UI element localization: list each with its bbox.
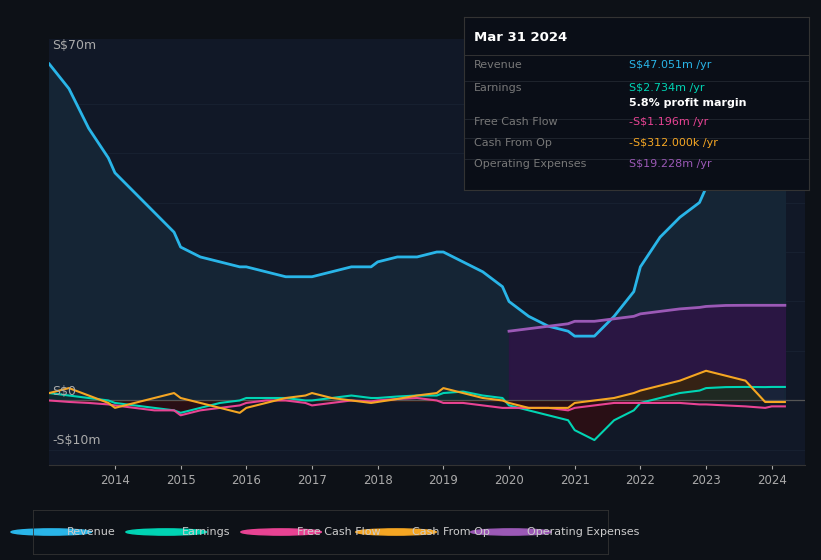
Text: Earnings: Earnings — [475, 83, 523, 93]
Text: Earnings: Earnings — [182, 527, 231, 537]
Text: Revenue: Revenue — [475, 60, 523, 70]
Text: Operating Expenses: Operating Expenses — [527, 527, 640, 537]
Circle shape — [241, 529, 321, 535]
Text: S$70m: S$70m — [53, 39, 97, 52]
Text: S$47.051m /yr: S$47.051m /yr — [630, 60, 712, 70]
Text: -S$312.000k /yr: -S$312.000k /yr — [630, 138, 718, 148]
Text: -S$10m: -S$10m — [53, 435, 101, 447]
Text: Cash From Op: Cash From Op — [475, 138, 552, 148]
Text: Operating Expenses: Operating Expenses — [475, 159, 586, 169]
Text: Mar 31 2024: Mar 31 2024 — [475, 31, 567, 44]
Circle shape — [470, 529, 551, 535]
Text: 5.8% profit margin: 5.8% profit margin — [630, 99, 747, 109]
Text: S$2.734m /yr: S$2.734m /yr — [630, 83, 705, 93]
Text: -S$1.196m /yr: -S$1.196m /yr — [630, 118, 709, 128]
Text: S$0: S$0 — [53, 385, 76, 398]
Text: S$19.228m /yr: S$19.228m /yr — [630, 159, 712, 169]
Text: Cash From Op: Cash From Op — [412, 527, 490, 537]
Circle shape — [11, 529, 91, 535]
Text: Free Cash Flow: Free Cash Flow — [475, 118, 557, 128]
Text: Free Cash Flow: Free Cash Flow — [297, 527, 381, 537]
Circle shape — [355, 529, 436, 535]
Circle shape — [126, 529, 206, 535]
Text: Revenue: Revenue — [67, 527, 116, 537]
